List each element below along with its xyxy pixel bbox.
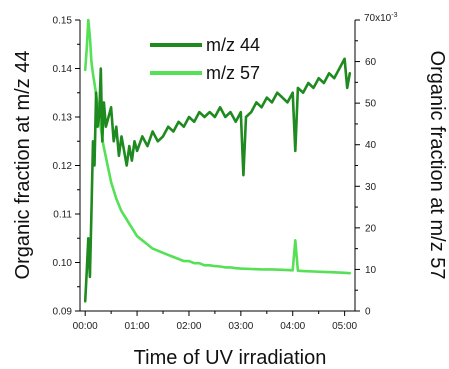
x-tick-label-2: 02:00 (176, 321, 201, 332)
y-axis-right: 0 10 20 30 40 50 60 (355, 19, 377, 318)
y-axis-right-title: Organic fraction at m/z 57 (426, 51, 448, 280)
y-tick-label-5: 0.14 (53, 64, 73, 75)
series-line-mz44 (83, 57, 352, 303)
y2-top-exponent: -3 (391, 12, 397, 19)
y2-tick-label-0: 0 (365, 307, 371, 318)
series-line-mz57 (83, 18, 352, 275)
y-tick-label-2: 0.11 (53, 210, 72, 221)
y-tick-label-6: 0.15 (53, 16, 73, 27)
y2-tick-label-2: 20 (365, 223, 377, 234)
x-tick-label-0: 00:00 (73, 321, 98, 332)
y2-top-mantissa: 70x10 (364, 13, 392, 24)
x-tick-label-1: 01:00 (125, 321, 150, 332)
y-tick-label-0: 0.09 (53, 307, 73, 318)
x-tick-label-4: 04:00 (280, 321, 305, 332)
y2-top-label: 70x10-3 (364, 12, 398, 24)
y-tick-label-3: 0.12 (53, 161, 73, 172)
y-tick-label-1: 0.10 (53, 258, 73, 269)
y2-tick-label-4: 40 (365, 140, 377, 151)
series-layer (83, 18, 352, 303)
legend: m/z 44 m/z 57 (150, 35, 260, 83)
y-axis-left-title: Organic fraction at m/z 44 (12, 51, 34, 280)
y2-tick-label-6: 60 (365, 57, 377, 68)
x-axis-title: Time of UV irradiation (134, 347, 327, 369)
y-axis-left: 0.09 0.10 0.11 0.12 0.13 0.14 0.15 (53, 16, 80, 318)
y2-tick-label-1: 10 (365, 265, 377, 276)
y-tick-label-4: 0.13 (53, 113, 73, 124)
x-axis: 00:00 01:00 02:00 03:00 04:00 05:00 (73, 311, 358, 332)
x-tick-label-5: 05:00 (332, 321, 357, 332)
legend-label-mz44: m/z 44 (206, 35, 260, 55)
x-tick-label-3: 03:00 (228, 321, 253, 332)
y2-tick-label-5: 50 (365, 99, 377, 110)
y2-tick-label-3: 30 (365, 182, 377, 193)
legend-label-mz57: m/z 57 (206, 63, 260, 83)
